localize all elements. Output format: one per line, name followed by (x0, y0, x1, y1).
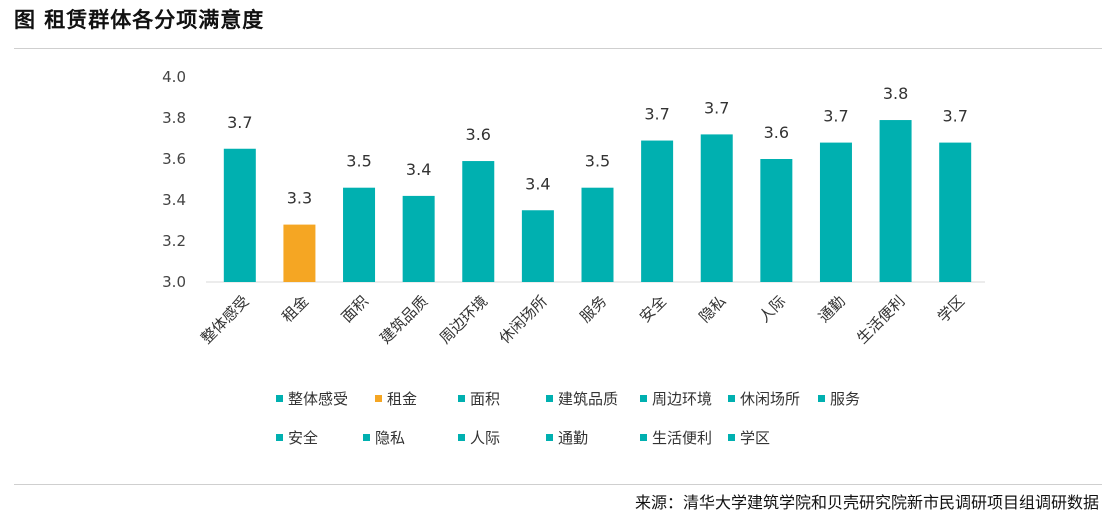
legend-label: 安全 (288, 429, 318, 447)
bar (700, 134, 733, 282)
data-label: 3.7 (227, 113, 252, 132)
legend-label: 周边环境 (652, 390, 712, 408)
y-tick-label: 3.8 (162, 109, 186, 127)
legend-swatch (640, 434, 647, 441)
category-label: 人际 (755, 292, 789, 326)
legend-label: 通勤 (558, 429, 588, 447)
legend-label: 服务 (830, 390, 860, 408)
category-label: 建筑品质 (376, 292, 431, 347)
data-label: 3.5 (346, 152, 371, 171)
bar (879, 120, 912, 282)
data-label: 3.6 (466, 125, 491, 144)
data-label: 3.4 (406, 160, 431, 179)
bars-group (223, 120, 972, 282)
category-label: 周边环境 (436, 292, 491, 347)
legend-label: 隐私 (375, 429, 405, 447)
data-label: 3.7 (942, 107, 967, 126)
legend-swatch (546, 395, 553, 402)
top-divider (14, 48, 1102, 49)
bar (223, 148, 256, 282)
legend-swatch (640, 395, 647, 402)
y-tick-label: 3.2 (162, 232, 186, 250)
legend-label: 整体感受 (288, 390, 348, 408)
y-tick-label: 3.4 (162, 191, 186, 209)
legend-label: 休闲场所 (740, 390, 800, 408)
y-tick-label: 3.6 (162, 150, 186, 168)
category-label: 安全 (636, 292, 670, 326)
page-title: 图 租赁群体各分项满意度 (14, 7, 265, 32)
legend-swatch (728, 395, 735, 402)
legend-swatch (458, 395, 465, 402)
category-label: 隐私 (696, 292, 730, 326)
legend-swatch (728, 434, 735, 441)
legend-label: 租金 (387, 390, 417, 408)
data-label: 3.4 (525, 174, 550, 193)
category-label: 整体感受 (197, 292, 252, 347)
legend-label: 学区 (740, 429, 770, 447)
category-label: 面积 (338, 292, 372, 326)
data-label: 3.8 (883, 84, 908, 103)
bar (760, 159, 793, 282)
bar (343, 187, 376, 282)
legend-label: 面积 (470, 390, 500, 408)
bar (939, 142, 972, 282)
bar (402, 195, 435, 282)
category-label: 生活便利 (853, 292, 908, 347)
bottom-divider (14, 484, 1102, 485)
category-label: 服务 (576, 292, 610, 326)
bar (819, 142, 852, 282)
category-label: 学区 (934, 292, 968, 326)
bar (581, 187, 614, 282)
legend-label: 建筑品质 (558, 390, 618, 408)
data-labels-group: 3.7 3.3 3.5 3.4 3.6 3.4 3.5 3.7 3.7 3.6 3.7 3.8 3.7 (227, 84, 968, 208)
legend-swatch (458, 434, 465, 441)
bar (462, 161, 495, 282)
data-label: 3.7 (704, 98, 729, 117)
data-label: 3.3 (287, 189, 312, 208)
data-label: 3.5 (585, 152, 610, 171)
legend-label: 生活便利 (652, 429, 712, 447)
bar (521, 210, 554, 282)
legend-swatch (276, 395, 283, 402)
y-tick-label: 3.0 (162, 273, 186, 291)
legend-swatch (276, 434, 283, 441)
category-label: 休闲场所 (496, 292, 551, 347)
category-label: 租金 (278, 292, 312, 326)
legend-swatch (546, 434, 553, 441)
legend-swatch (363, 434, 370, 441)
y-axis: 3.0 3.2 3.4 3.6 3.8 4.0 (162, 68, 186, 291)
data-label: 3.6 (764, 123, 789, 142)
bar-chart: 3.0 3.2 3.4 3.6 3.8 4.0 3.7 3.3 3.5 3.4 3.6 3.4 3.5… (162, 68, 985, 447)
y-tick-label: 4.0 (162, 68, 186, 86)
legend-swatch (375, 395, 382, 402)
legend-swatch (818, 395, 825, 402)
bar (283, 224, 316, 282)
legend-label: 人际 (470, 429, 500, 447)
data-label: 3.7 (644, 105, 669, 124)
category-labels-group: 整体感受 租金 面积 建筑品质 周边环境 休闲场所 服务 安全 隐私 人际 通勤 生活便利 学区 (197, 292, 968, 347)
data-label: 3.7 (823, 107, 848, 126)
category-label: 通勤 (815, 292, 849, 326)
bar (641, 140, 674, 282)
source-note: 来源：清华大学建筑学院和贝壳研究院新市民调研项目组调研数据 (634, 493, 1099, 512)
